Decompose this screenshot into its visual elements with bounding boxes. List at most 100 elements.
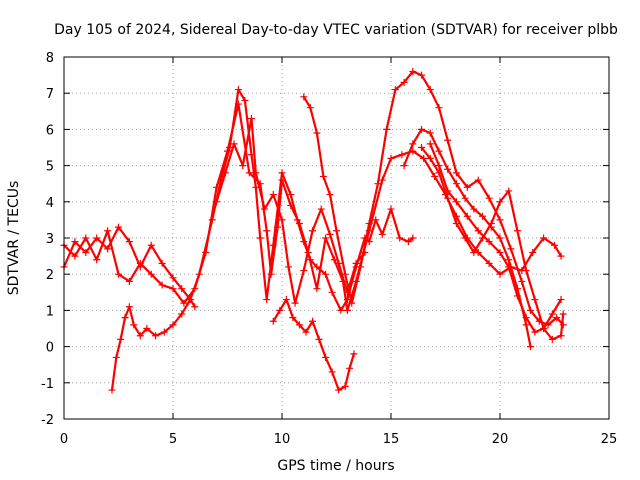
data-point-marker bbox=[247, 115, 255, 123]
data-point-marker bbox=[474, 227, 482, 235]
data-point-marker bbox=[125, 303, 133, 311]
data-point-marker bbox=[263, 227, 271, 235]
data-point-marker bbox=[160, 328, 168, 336]
data-point-marker bbox=[328, 368, 336, 376]
data-point-marker bbox=[317, 205, 325, 213]
data-point-marker bbox=[435, 162, 443, 170]
data-point-marker bbox=[169, 274, 177, 282]
data-point-marker bbox=[213, 198, 221, 206]
data-point-marker bbox=[337, 306, 345, 314]
data-point-marker bbox=[452, 180, 460, 188]
data-point-marker bbox=[136, 332, 144, 340]
y-tick-label: 3 bbox=[46, 232, 54, 247]
data-point-marker bbox=[335, 386, 343, 394]
data-point-marker bbox=[313, 263, 321, 271]
data-point-marker bbox=[378, 176, 386, 184]
data-point-marker bbox=[191, 303, 199, 311]
series-track-h-markers bbox=[426, 140, 565, 336]
data-point-marker bbox=[522, 321, 530, 329]
data-point-marker bbox=[452, 198, 460, 206]
data-point-marker bbox=[420, 154, 428, 162]
data-point-marker bbox=[361, 248, 369, 256]
y-tick-label: 0 bbox=[46, 341, 54, 356]
data-point-marker bbox=[343, 306, 351, 314]
data-point-marker bbox=[400, 78, 408, 86]
data-point-marker bbox=[348, 299, 356, 307]
data-point-marker bbox=[557, 296, 565, 304]
data-point-marker bbox=[147, 270, 155, 278]
data-point-marker bbox=[409, 234, 417, 242]
data-point-marker bbox=[282, 296, 290, 304]
data-point-marker bbox=[435, 147, 443, 155]
data-point-marker bbox=[319, 172, 327, 180]
data-point-marker bbox=[496, 234, 504, 242]
data-point-marker bbox=[409, 140, 417, 148]
data-point-marker bbox=[313, 129, 321, 137]
data-point-marker bbox=[372, 216, 380, 224]
data-point-marker bbox=[496, 198, 504, 206]
data-point-marker bbox=[309, 317, 317, 325]
data-point-marker bbox=[143, 325, 151, 332]
series-track-d-markers bbox=[269, 296, 358, 394]
y-tick-label: 4 bbox=[46, 196, 54, 211]
data-series bbox=[60, 67, 567, 394]
x-tick-label: 15 bbox=[383, 432, 400, 447]
y-axis-label: SDTVAR / TECUs bbox=[6, 181, 22, 296]
data-point-marker bbox=[559, 310, 567, 318]
data-point-marker bbox=[418, 144, 426, 151]
data-point-marker bbox=[463, 183, 471, 191]
data-point-marker bbox=[130, 321, 138, 329]
data-point-marker bbox=[125, 238, 133, 246]
data-point-marker bbox=[496, 248, 504, 256]
data-point-marker bbox=[104, 227, 112, 235]
data-point-marker bbox=[400, 162, 408, 170]
series-track-f bbox=[403, 128, 532, 348]
data-point-marker bbox=[152, 332, 160, 340]
data-point-marker bbox=[426, 140, 434, 148]
data-point-marker bbox=[540, 325, 548, 332]
data-point-marker bbox=[289, 314, 297, 322]
data-point-marker bbox=[387, 154, 395, 162]
data-point-marker bbox=[522, 267, 530, 275]
data-point-marker bbox=[346, 364, 354, 372]
data-point-marker bbox=[452, 169, 460, 177]
data-point-marker bbox=[112, 353, 120, 361]
data-point-marker bbox=[300, 93, 308, 101]
data-point-marker bbox=[136, 263, 144, 271]
data-point-marker bbox=[418, 125, 426, 133]
chart-title: Day 105 of 2024, Sidereal Day-to-day VTE… bbox=[54, 22, 618, 38]
data-point-marker bbox=[178, 285, 186, 293]
data-point-marker bbox=[115, 223, 122, 231]
data-point-marker bbox=[505, 187, 513, 195]
data-point-marker bbox=[261, 205, 269, 213]
data-point-marker bbox=[487, 220, 495, 228]
data-point-marker bbox=[221, 169, 229, 177]
data-point-marker bbox=[485, 238, 493, 246]
data-point-marker bbox=[239, 162, 247, 170]
data-point-marker bbox=[306, 104, 314, 112]
data-point-marker bbox=[404, 238, 412, 246]
x-axis-label: GPS time / hours bbox=[277, 458, 394, 474]
y-tick-label: 6 bbox=[46, 123, 54, 138]
data-point-marker bbox=[269, 191, 277, 199]
data-point-marker bbox=[518, 277, 526, 285]
data-point-marker bbox=[341, 382, 349, 390]
data-point-marker bbox=[479, 212, 487, 220]
data-point-marker bbox=[435, 104, 443, 112]
data-point-marker bbox=[322, 234, 330, 242]
data-point-marker bbox=[378, 230, 386, 238]
data-point-marker bbox=[147, 241, 155, 249]
data-point-marker bbox=[522, 314, 530, 322]
x-tick-label: 5 bbox=[169, 432, 177, 447]
data-point-marker bbox=[71, 252, 79, 260]
data-point-marker bbox=[322, 270, 330, 278]
data-point-marker bbox=[158, 281, 166, 289]
series-track-f-markers bbox=[400, 125, 535, 351]
data-point-marker bbox=[531, 296, 539, 304]
data-point-marker bbox=[276, 306, 284, 314]
data-point-marker bbox=[300, 238, 308, 246]
data-point-marker bbox=[485, 194, 493, 202]
data-point-marker bbox=[93, 256, 101, 264]
